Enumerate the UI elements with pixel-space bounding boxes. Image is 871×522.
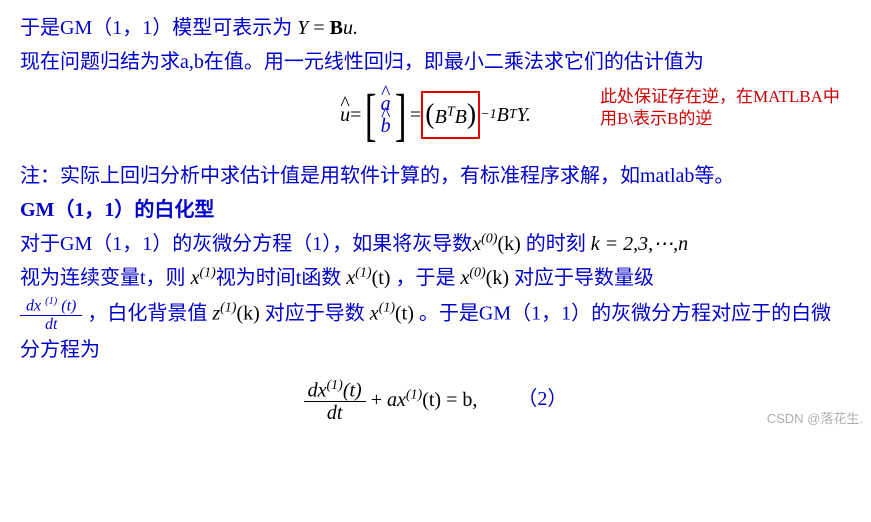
- note: 注：实际上回归分析中求估计值是用软件计算的，有标准程序求解，如matlab等。: [20, 160, 851, 192]
- annot-line1: 此处保证存在逆，在MATLBA中: [600, 86, 870, 108]
- u: u.: [343, 17, 358, 39]
- annotation: 此处保证存在逆，在MATLBA中 用B\表示B的逆: [600, 86, 870, 130]
- p3a: 对于GM（1，1）的灰微分方程（1），如果将灰导数: [20, 233, 472, 255]
- annot-line2: 用B\表示B的逆: [600, 108, 870, 130]
- plus: +: [366, 388, 387, 410]
- x1bt: (t): [372, 267, 391, 289]
- BT: B: [435, 106, 447, 128]
- z1: z: [212, 302, 220, 324]
- axt: (t) = b,: [422, 388, 477, 410]
- vector-ab: a b: [381, 93, 391, 137]
- f2n1: dx: [308, 379, 327, 401]
- eq-number: （2）: [517, 388, 567, 410]
- p5a: ，白化背景值: [82, 302, 212, 324]
- p4i: 对应于导数量级: [509, 267, 654, 289]
- heading-whitening: GM（1，1）的白化型: [20, 194, 851, 226]
- B3: B: [497, 99, 509, 131]
- red-box: (BTB): [421, 91, 480, 140]
- lbracket: [: [365, 86, 377, 144]
- formula-2: dx(1)(t) dt + ax(1)(t) = b,（2）: [20, 378, 851, 425]
- fnum1: dx: [26, 297, 45, 314]
- formula-1: u = [ a b ] = (BTB) −1 BTY. 此处保证存在逆，在MAT…: [20, 86, 851, 144]
- z1sup: (1): [220, 301, 236, 316]
- line2: 现在问题归结为求a,b在值。用一元线性回归，即最小二乘法求它们的估计值为: [20, 46, 851, 78]
- p4a: 视为连续变量t，则: [20, 267, 191, 289]
- para5: dx (1) (t) dt ，白化背景值 z(1)(k) 对应于导数 x(1)(…: [20, 296, 851, 366]
- x0bk: (k): [486, 267, 509, 289]
- x1bsup: (1): [355, 265, 371, 280]
- frac2: dx(1)(t) dt: [304, 378, 366, 425]
- x0k: (k): [497, 233, 520, 255]
- lparen: (: [425, 99, 434, 130]
- fnumsup: (1): [45, 296, 57, 307]
- B2: B: [455, 106, 467, 128]
- fnum2: (t): [57, 297, 76, 314]
- f2n2: (t): [343, 379, 362, 401]
- eq2: =: [410, 99, 421, 131]
- rparen: ): [467, 99, 476, 130]
- B: B: [330, 17, 343, 39]
- T2: T: [509, 104, 517, 126]
- x0bsup: (0): [469, 265, 485, 280]
- kseq: k = 2,3,⋯,n: [591, 233, 688, 255]
- Y: Y.: [517, 99, 531, 131]
- axsup: (1): [406, 387, 422, 402]
- f2den: dt: [323, 402, 347, 424]
- fden: dt: [39, 316, 63, 334]
- bhat: b: [381, 115, 391, 137]
- ax: ax: [387, 388, 406, 410]
- line1: 于是GM（1，1）模型可表示为 Y = Bu.: [20, 12, 851, 44]
- x1csup: (1): [379, 301, 395, 316]
- p4f: ，于是: [390, 267, 460, 289]
- x1asup: (1): [199, 265, 215, 280]
- T1: T: [447, 104, 455, 119]
- x1b: x: [346, 267, 355, 289]
- Y: Y: [297, 17, 308, 39]
- uhat: u: [340, 99, 350, 131]
- eq1: =: [350, 99, 361, 131]
- p5d: 对应于导数: [260, 302, 370, 324]
- x1c: x: [370, 302, 379, 324]
- eq: =: [308, 17, 329, 39]
- z1k: (k): [236, 302, 259, 324]
- x0b: x: [460, 267, 469, 289]
- x0: x: [472, 233, 481, 255]
- rbracket: ]: [395, 86, 407, 144]
- f2nsup: (1): [327, 378, 343, 393]
- p3d: 的时刻: [521, 233, 591, 255]
- para4: 视为连续变量t，则 x(1)视为时间t函数 x(1)(t) ，于是 x(0)(k…: [20, 262, 851, 294]
- x0sup: (0): [481, 231, 497, 246]
- line1-text: 于是GM（1，1）模型可表示为: [20, 17, 297, 39]
- inline-frac: dx (1) (t) dt: [20, 296, 82, 334]
- inv: −1: [480, 104, 496, 126]
- para3: 对于GM（1，1）的灰微分方程（1），如果将灰导数x(0)(k) 的时刻 k =…: [20, 228, 851, 260]
- p4c: 视为时间t函数: [216, 267, 347, 289]
- x1ct: (t): [395, 302, 414, 324]
- watermark: CSDN @落花生.: [767, 409, 863, 430]
